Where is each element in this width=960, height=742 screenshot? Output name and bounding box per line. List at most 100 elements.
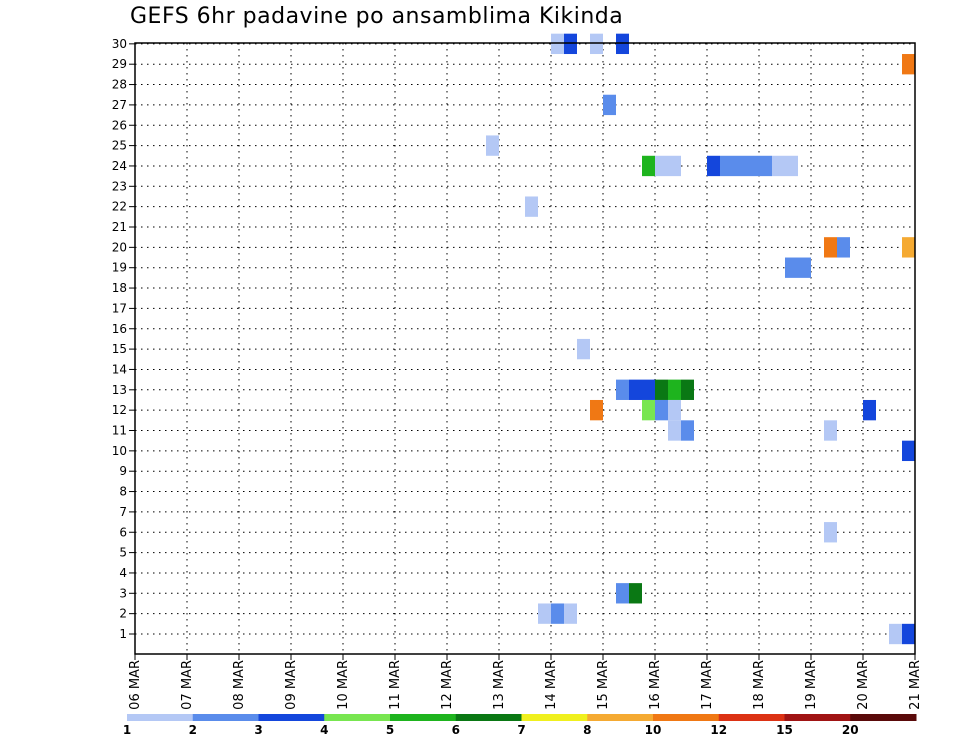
y-tick-label: 16 <box>112 322 127 336</box>
legend-label: 10 <box>645 723 662 737</box>
y-tick-label: 29 <box>112 57 127 71</box>
heatmap-cell <box>577 338 590 360</box>
y-tick-label: 11 <box>112 424 127 438</box>
y-tick-label: 22 <box>112 200 127 214</box>
color-legend: 1 2 3 4 5 6 7 8 10 12 15 20 <box>123 714 917 737</box>
heatmap-cell <box>590 33 603 55</box>
legend-swatch <box>653 714 720 721</box>
heatmap-cell <box>902 54 915 75</box>
x-tick-label: 12 MAR <box>440 660 455 710</box>
legend-swatch <box>587 714 654 721</box>
heatmap-cell <box>629 583 642 604</box>
heatmap-cell <box>616 33 629 55</box>
x-tick-label: 11 MAR <box>388 660 403 710</box>
y-tick-label: 25 <box>112 139 127 153</box>
heatmap-cell <box>616 379 629 400</box>
y-tick-label: 12 <box>112 403 127 417</box>
x-tick-label: 17 MAR <box>700 660 715 710</box>
x-tick-label: 14 MAR <box>544 660 559 710</box>
y-tick-label: 21 <box>112 220 127 234</box>
heatmap-cells <box>486 33 915 645</box>
heatmap-cell <box>668 420 681 441</box>
x-tick-label: 19 MAR <box>804 660 819 710</box>
y-tick-label: 24 <box>112 159 127 173</box>
y-tick-label: 17 <box>112 301 127 315</box>
x-tick-label: 06 MAR <box>128 660 143 710</box>
heatmap-cell <box>603 94 616 116</box>
heatmap-cell <box>564 603 577 624</box>
heatmap-cell <box>616 583 629 604</box>
legend-swatch <box>521 714 588 721</box>
y-tick-label: 13 <box>112 383 127 397</box>
legend-swatch <box>258 714 325 721</box>
heatmap-cell <box>668 399 681 421</box>
x-axis: 06 MAR 07 MAR 08 MAR 09 MAR 10 MAR 11 MAR 12 M… <box>128 654 923 710</box>
y-tick-label: 30 <box>112 37 127 51</box>
legend-swatch <box>455 714 522 721</box>
legend-label: 1 <box>123 723 131 737</box>
legend-swatch <box>390 714 457 721</box>
y-tick-label: 23 <box>112 179 127 193</box>
heatmap-cell <box>824 522 837 543</box>
legend-swatch <box>127 714 194 721</box>
heatmap-cell <box>889 623 902 645</box>
heatmap-cell <box>733 155 746 177</box>
y-tick-label: 26 <box>112 118 127 132</box>
heatmap-cell <box>642 399 655 421</box>
legend-swatch <box>718 714 785 721</box>
legend-swatch <box>192 714 259 721</box>
y-tick-label: 18 <box>112 281 127 295</box>
heatmap-cell <box>746 155 759 177</box>
heatmap-cell <box>785 155 798 177</box>
heatmap-cell <box>668 379 681 400</box>
x-tick-label: 07 MAR <box>180 660 195 710</box>
heatmap-cell <box>824 420 837 441</box>
y-tick-label: 20 <box>112 240 127 254</box>
y-axis: 1234567891011121314151617181920212223242… <box>112 37 135 641</box>
y-tick-label: 6 <box>119 525 127 539</box>
x-tick-label: 20 MAR <box>856 660 871 710</box>
chart-title: GEFS 6hr padavine po ansamblima Kikinda <box>130 4 624 29</box>
y-tick-label: 19 <box>112 261 127 275</box>
legend-label: 12 <box>710 723 727 737</box>
heatmap-cell <box>668 155 681 177</box>
legend-label: 4 <box>320 723 328 737</box>
grid-lines <box>135 43 915 654</box>
heatmap-cell <box>525 196 538 217</box>
heatmap-cell <box>655 399 668 421</box>
heatmap-cell <box>564 33 577 55</box>
plot-frame <box>134 42 916 655</box>
heatmap-cell <box>538 603 551 624</box>
y-tick-label: 1 <box>119 627 127 641</box>
y-tick-label: 5 <box>119 546 127 560</box>
heatmap-cell <box>863 399 876 421</box>
legend-label: 15 <box>776 723 793 737</box>
y-tick-label: 10 <box>112 444 127 458</box>
heatmap-cell <box>785 257 798 278</box>
heatmap-cell <box>902 237 915 258</box>
heatmap-cell <box>837 237 850 258</box>
legend-label: 2 <box>189 723 197 737</box>
y-tick-label: 4 <box>119 566 127 580</box>
x-tick-label: 13 MAR <box>492 660 507 710</box>
legend-swatch <box>850 714 917 721</box>
heatmap-cell <box>707 155 720 177</box>
y-tick-label: 27 <box>112 98 127 112</box>
heatmap-cell <box>551 33 564 55</box>
legend-label: 6 <box>452 723 460 737</box>
heatmap-cell <box>551 603 564 624</box>
heatmap-cell <box>824 237 837 258</box>
legend-label: 5 <box>386 723 394 737</box>
heatmap-cell <box>902 623 915 645</box>
heatmap-cell <box>798 257 811 278</box>
x-tick-label: 15 MAR <box>596 660 611 710</box>
x-tick-label: 10 MAR <box>336 660 351 710</box>
heatmap-cell <box>720 155 733 177</box>
legend-label: 3 <box>254 723 262 737</box>
heatmap-cell <box>655 155 668 177</box>
heatmap-cell <box>902 440 915 462</box>
y-tick-label: 8 <box>119 485 127 499</box>
heatmap-cell <box>486 135 499 156</box>
y-tick-label: 9 <box>119 464 127 478</box>
